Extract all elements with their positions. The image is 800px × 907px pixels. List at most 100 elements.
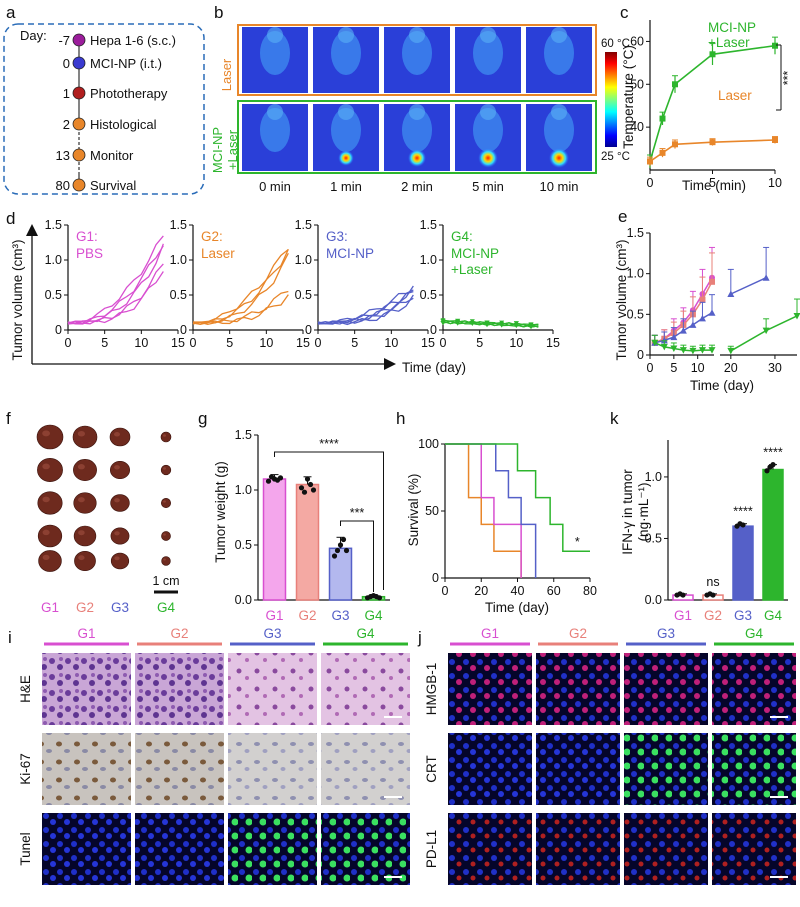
group-label: G2: — [201, 229, 223, 244]
tumor-highlight — [114, 465, 120, 470]
micrograph — [448, 653, 532, 725]
data-point — [455, 318, 461, 323]
mouse-silhouette — [331, 108, 361, 152]
tumor-specimen — [110, 494, 130, 512]
x-tick-label: 40 — [511, 584, 525, 598]
data-point — [651, 339, 659, 347]
tumor-specimen — [110, 552, 130, 570]
y-tick-label: 0 — [430, 323, 437, 337]
replicate-dot — [307, 481, 314, 488]
micrograph — [624, 813, 708, 885]
x-tick-label: 10 — [768, 176, 782, 190]
y-tick-label: 1.0 — [420, 253, 437, 267]
timeline-day: 13 — [56, 148, 70, 163]
replicate-dot — [334, 547, 341, 554]
mouse-head — [267, 104, 283, 120]
series-line — [730, 277, 767, 295]
category-label: G3 — [331, 608, 349, 623]
y-tick-label: 1.5 — [295, 218, 312, 232]
mouse-silhouette — [473, 31, 503, 75]
y-tick-label: 60 — [630, 34, 644, 48]
tumor-group-label: G4 — [157, 600, 176, 615]
y-tick-label: 1.5 — [235, 428, 252, 442]
y-tick-label: 1.0 — [45, 253, 62, 267]
bar — [732, 525, 754, 601]
tumor-highlight — [114, 531, 120, 536]
x-tick-label: 5 — [226, 336, 233, 350]
data-point — [762, 327, 770, 335]
data-point — [762, 274, 770, 281]
histology-j: G1 G2 G3 G4 HMGB-1 CRT PD-L1 — [424, 626, 796, 885]
y-tick-label: 1.5 — [627, 226, 644, 240]
tumor-highlight — [42, 529, 50, 536]
panel-label-f: f — [6, 409, 11, 428]
group-treatment-line: MCI-NP — [326, 246, 374, 261]
thermal-row-label-mci: MCI-NP+Laser — [210, 127, 240, 173]
data-point — [672, 81, 678, 88]
replicate-dot — [331, 553, 338, 559]
tumor-specimen — [73, 525, 97, 547]
micrograph — [448, 733, 532, 805]
x-tick-label: 15 — [171, 336, 185, 350]
mouse-head — [551, 27, 567, 43]
y-tick-label: 0.5 — [170, 288, 187, 302]
micrograph — [321, 733, 410, 805]
x-tick-label: 0 — [647, 176, 654, 190]
x-tick-label: 15 — [421, 336, 435, 350]
y-tick-label: 1.0 — [645, 470, 662, 484]
chart-h: 0 20 40 60 80 0 50 100 Survival (%) Time (day) * — [406, 437, 597, 615]
data-point — [659, 149, 666, 156]
y-tick-label: 0.5 — [235, 538, 252, 552]
micrograph — [228, 733, 317, 805]
x-tick-label: 0 — [315, 336, 322, 350]
mouse-head — [480, 104, 496, 120]
data-point — [699, 296, 706, 303]
heat-spot — [338, 150, 354, 166]
replicate-dot — [340, 536, 347, 543]
micrograph — [448, 813, 532, 885]
micrograph — [536, 733, 620, 805]
tumor-specimen — [160, 464, 172, 476]
x-tick-label: 20 — [724, 361, 738, 375]
replicate-dot — [298, 485, 305, 491]
timeline-panel: Day: -7 Hepa 1-6 (s.c.) 0 MCI-NP (i.t.) 1 Pho… — [3, 23, 205, 195]
panel-label-g: g — [198, 409, 207, 428]
mouse-silhouette — [402, 108, 432, 152]
x-tick-label: 0 — [65, 336, 72, 350]
y-tick-label: 0.5 — [645, 531, 662, 545]
sig-annotation: *** — [350, 506, 365, 520]
tumor-curve — [67, 243, 164, 325]
y-tick-label: 0 — [180, 323, 187, 337]
timeline-event: MCI-NP (i.t.) — [90, 56, 162, 71]
y-tick-label: 1.0 — [235, 483, 252, 497]
timeline-day: 80 — [56, 178, 70, 193]
tumor-highlight — [78, 555, 85, 561]
timeline-dot — [72, 117, 86, 131]
y-axis-label: Tumor volume (cm³) — [10, 239, 25, 360]
tumor-curve — [67, 271, 164, 325]
y-axis-label: Survival (%) — [406, 474, 421, 547]
micrograph — [228, 653, 317, 725]
sig-bracket — [340, 520, 374, 592]
group-treatment-line: PBS — [76, 246, 103, 261]
group-label: G3: — [326, 229, 348, 244]
data-point — [727, 347, 735, 355]
replicate-dot — [304, 476, 311, 482]
tumor-highlight — [42, 463, 50, 470]
group-treatment: MCI-NP +Laser — [451, 246, 499, 277]
thermal-time-label: 2 min — [401, 179, 433, 194]
tumor-highlight — [163, 558, 166, 561]
x-tick-label: 80 — [583, 584, 597, 598]
sig-annotation: **** — [763, 446, 783, 460]
tumor-curve — [192, 294, 289, 325]
mouse-silhouette — [260, 108, 290, 152]
tumor-group-label: G1 — [41, 600, 59, 615]
y-axis-label-line: (ng·mL⁻¹) — [636, 483, 651, 542]
tumor-specimen — [37, 524, 63, 548]
row-label: PD-L1 — [424, 830, 439, 868]
histology-i: G1 G2 G3 G4 H&E Ki-67 Tunel — [18, 626, 410, 885]
data-point — [528, 325, 534, 330]
data-point — [670, 333, 678, 341]
replicate-dot — [343, 547, 350, 554]
